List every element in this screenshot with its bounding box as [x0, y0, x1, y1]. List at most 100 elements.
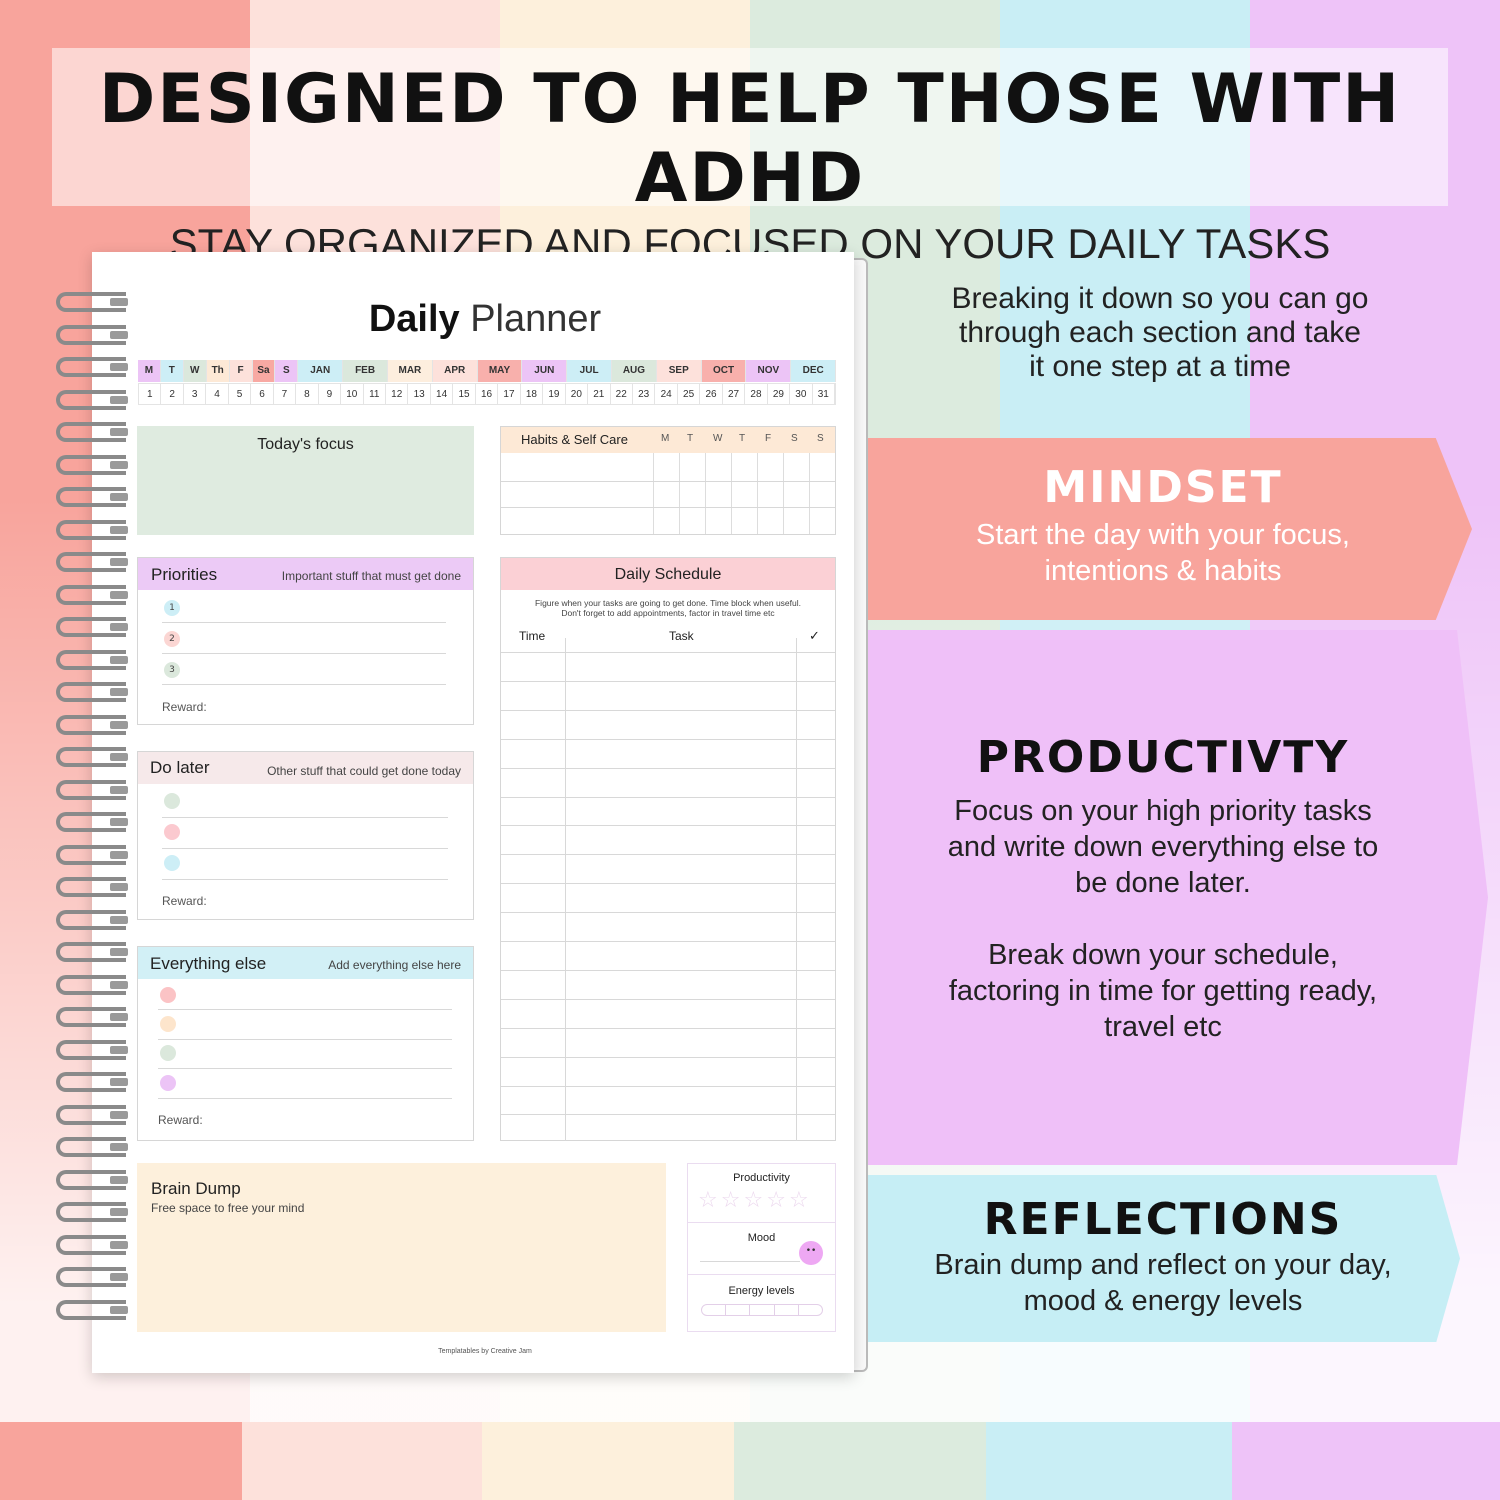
column-divider: [565, 638, 566, 1141]
month-cell[interactable]: MAR: [387, 360, 433, 382]
day-cell[interactable]: 7: [274, 384, 297, 404]
day-cell[interactable]: 24: [655, 384, 678, 404]
priority-number: 2: [164, 631, 180, 647]
day-cell[interactable]: 12: [386, 384, 409, 404]
do-later-line[interactable]: [162, 879, 448, 880]
schedule-row-line[interactable]: [501, 652, 835, 653]
weekday-cell[interactable]: F: [229, 360, 253, 382]
day-cell[interactable]: 26: [700, 384, 723, 404]
intro-text: Breaking it down so you can go through e…: [900, 282, 1420, 384]
month-cell[interactable]: FEB: [343, 360, 388, 382]
day-cell[interactable]: 30: [790, 384, 813, 404]
schedule-row-line[interactable]: [501, 767, 835, 769]
month-cell[interactable]: OCT: [701, 360, 747, 382]
weekday-cell[interactable]: S: [275, 360, 299, 382]
habit-row-line[interactable]: [501, 507, 835, 508]
do-later-line[interactable]: [162, 817, 448, 818]
month-cell[interactable]: JAN: [298, 360, 344, 382]
day-cell[interactable]: 29: [768, 384, 791, 404]
day-cell[interactable]: 19: [543, 384, 566, 404]
everything-else-line[interactable]: [158, 1009, 452, 1010]
everything-else-line[interactable]: [158, 1098, 452, 1099]
do-later-title: Do later: [150, 758, 210, 777]
reflections-panel: [868, 1175, 1460, 1342]
productivity-stars[interactable]: ☆☆☆☆☆: [698, 1188, 812, 1213]
day-cell[interactable]: 15: [453, 384, 476, 404]
schedule-row-line[interactable]: [501, 1056, 835, 1058]
month-cell[interactable]: NOV: [746, 360, 792, 382]
day-cell[interactable]: 28: [745, 384, 768, 404]
mood-face-icon[interactable]: ••: [799, 1241, 823, 1265]
day-cell[interactable]: 22: [611, 384, 633, 404]
weekday-cell[interactable]: Th: [206, 360, 230, 382]
weekday-cell[interactable]: W: [183, 360, 207, 382]
mood-line[interactable]: [700, 1261, 800, 1262]
day-cell[interactable]: 10: [341, 384, 364, 404]
star-icon[interactable]: ☆: [743, 1188, 767, 1213]
schedule-row-line[interactable]: [501, 912, 835, 914]
brain-dump-box[interactable]: Brain Dump Free space to free your mind: [137, 1163, 666, 1332]
schedule-row-line[interactable]: [501, 738, 835, 740]
day-cell[interactable]: 13: [408, 384, 431, 404]
day-cell[interactable]: 8: [296, 384, 319, 404]
schedule-row-line[interactable]: [501, 1027, 835, 1029]
day-cell[interactable]: 18: [521, 384, 544, 404]
todays-focus-box[interactable]: Today's focus: [137, 426, 474, 535]
day-cell[interactable]: 5: [229, 384, 252, 404]
weekday-cell[interactable]: Sa: [252, 360, 276, 382]
schedule-row-line[interactable]: [501, 796, 835, 798]
day-cell[interactable]: 2: [161, 384, 184, 404]
star-icon[interactable]: ☆: [698, 1188, 721, 1213]
everything-else-line[interactable]: [158, 1039, 452, 1040]
day-cell[interactable]: 27: [723, 384, 746, 404]
month-cell[interactable]: JUN: [522, 360, 568, 382]
month-cell[interactable]: AUG: [612, 360, 657, 382]
weekday-cell[interactable]: T: [160, 360, 184, 382]
priority-line[interactable]: [162, 653, 446, 654]
day-cell[interactable]: 11: [364, 384, 386, 404]
day-cell[interactable]: 20: [566, 384, 589, 404]
star-icon[interactable]: ☆: [766, 1188, 789, 1213]
day-cell[interactable]: 4: [206, 384, 229, 404]
priority-line[interactable]: [162, 684, 446, 685]
spiral-ring: [56, 1104, 128, 1125]
month-cell[interactable]: JUL: [567, 360, 613, 382]
schedule-row-line[interactable]: [501, 998, 835, 1000]
habit-row-line[interactable]: [501, 481, 835, 482]
schedule-row-line[interactable]: [501, 854, 835, 856]
month-cell[interactable]: MAY: [477, 360, 523, 382]
habits-header: [501, 427, 835, 453]
month-cell[interactable]: APR: [432, 360, 478, 382]
schedule-row-line[interactable]: [501, 1085, 835, 1087]
everything-else-line[interactable]: [158, 1068, 452, 1069]
day-cell[interactable]: 14: [431, 384, 454, 404]
day-cell[interactable]: 21: [588, 384, 611, 404]
schedule-row-line[interactable]: [501, 969, 835, 971]
day-cell[interactable]: 16: [476, 384, 499, 404]
month-cell[interactable]: DEC: [791, 360, 837, 382]
star-icon[interactable]: ☆: [720, 1188, 744, 1213]
schedule-row-line[interactable]: [501, 825, 835, 827]
day-cell[interactable]: 1: [139, 384, 162, 404]
day-cell[interactable]: 17: [498, 384, 521, 404]
day-cell[interactable]: 23: [633, 384, 656, 404]
star-icon[interactable]: ☆: [788, 1188, 812, 1213]
weekday-cell[interactable]: M: [138, 360, 161, 382]
schedule-row-line[interactable]: [501, 709, 835, 711]
day-cell[interactable]: 6: [251, 384, 274, 404]
spiral-ring: [56, 1007, 128, 1027]
schedule-row-line[interactable]: [501, 941, 835, 942]
priority-line[interactable]: [162, 622, 446, 623]
mindset-title: MINDSET: [1043, 462, 1283, 513]
day-cell[interactable]: 3: [184, 384, 207, 404]
schedule-row-line[interactable]: [501, 883, 835, 885]
day-cell[interactable]: 25: [678, 384, 701, 404]
energy-bar[interactable]: [701, 1304, 823, 1316]
month-cell[interactable]: SEP: [656, 360, 702, 382]
schedule-row-line[interactable]: [501, 1114, 835, 1116]
do-later-line[interactable]: [162, 848, 448, 849]
habit-day-label: T: [687, 433, 694, 444]
day-cell[interactable]: 9: [319, 384, 342, 404]
day-cell[interactable]: 31: [813, 384, 836, 404]
schedule-row-line[interactable]: [501, 680, 835, 682]
